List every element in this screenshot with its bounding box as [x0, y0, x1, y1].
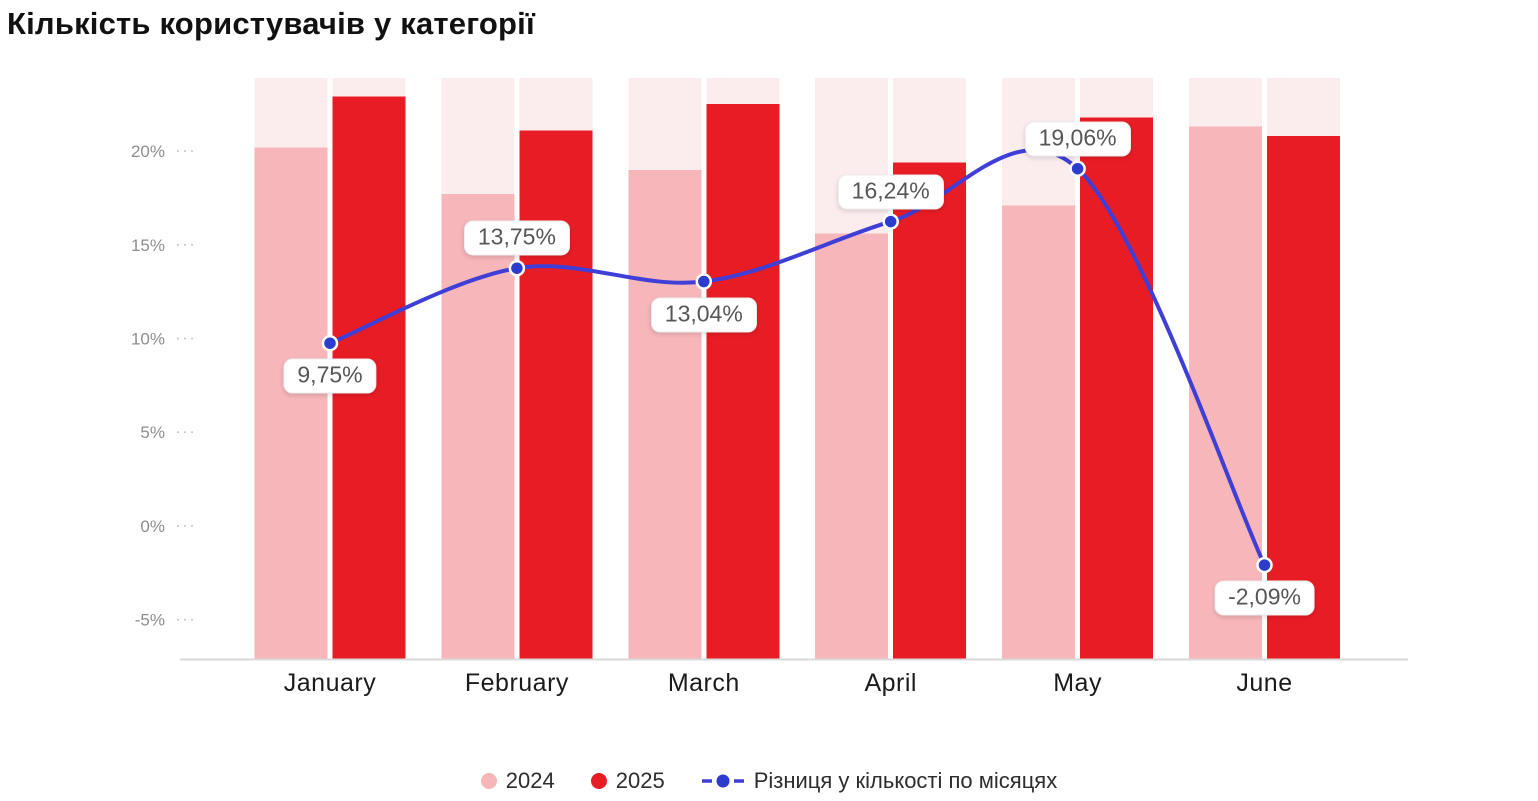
bar-2025-March[interactable] [706, 104, 780, 659]
x-axis-label-January: January [284, 669, 376, 697]
legend-item-2024[interactable]: 2024 [480, 768, 555, 794]
line-point-March[interactable] [695, 273, 713, 290]
legend-label: Різниця у кількості по місяцях [753, 768, 1058, 793]
line-point-February[interactable] [508, 259, 526, 277]
x-axis-label-February: February [465, 669, 569, 697]
y-tick-label: 5% [140, 423, 165, 442]
legend-label: 2025 [615, 768, 665, 793]
chart-title: Кількість користувачів у категорії [7, 6, 535, 41]
legend-circle-icon [480, 773, 497, 789]
bar-2025-June[interactable] [1267, 136, 1340, 660]
y-tick-label: 20% [131, 142, 165, 161]
line-point-January[interactable] [321, 334, 339, 352]
legend-circle-icon [590, 773, 607, 789]
legend: 2024 2025 Різниця у кількості по місяцях [0, 761, 1538, 801]
legend-line-dot-icon [701, 774, 744, 788]
bar-2024-April[interactable] [815, 233, 889, 660]
legend-item-difference[interactable]: Різниця у кількості по місяцях [701, 768, 1058, 794]
line-point-May[interactable] [1069, 160, 1086, 177]
legend-item-2025[interactable]: 2025 [590, 768, 665, 794]
bar-2025-May[interactable] [1080, 117, 1154, 660]
bar-2024-February[interactable] [441, 194, 515, 659]
x-axis-label-June: June [1236, 669, 1292, 697]
bar-2025-February[interactable] [519, 130, 593, 659]
bar-2024-January[interactable] [254, 147, 328, 659]
plot-area: 20% 15% 10% 5% 0% -5% January February March Apri… [131, 78, 1408, 697]
y-tick-label: 15% [131, 236, 165, 255]
line-point-June[interactable] [1256, 556, 1273, 574]
bar-2024-June[interactable] [1189, 126, 1262, 660]
y-tick-label: 10% [131, 330, 165, 349]
legend-label: 2024 [505, 768, 555, 793]
x-axis-label-May: May [1053, 669, 1102, 697]
y-tick-label: -5% [135, 611, 165, 630]
x-axis-label-March: March [668, 669, 740, 697]
bar-2024-May[interactable] [1002, 205, 1076, 659]
line-point-April[interactable] [882, 213, 899, 230]
x-axis-label-April: April [864, 669, 917, 697]
bar-2024-March[interactable] [628, 169, 702, 659]
bar-2025-January[interactable] [332, 96, 406, 659]
bar-2025-April[interactable] [893, 162, 967, 659]
y-tick-label: 0% [140, 517, 165, 536]
